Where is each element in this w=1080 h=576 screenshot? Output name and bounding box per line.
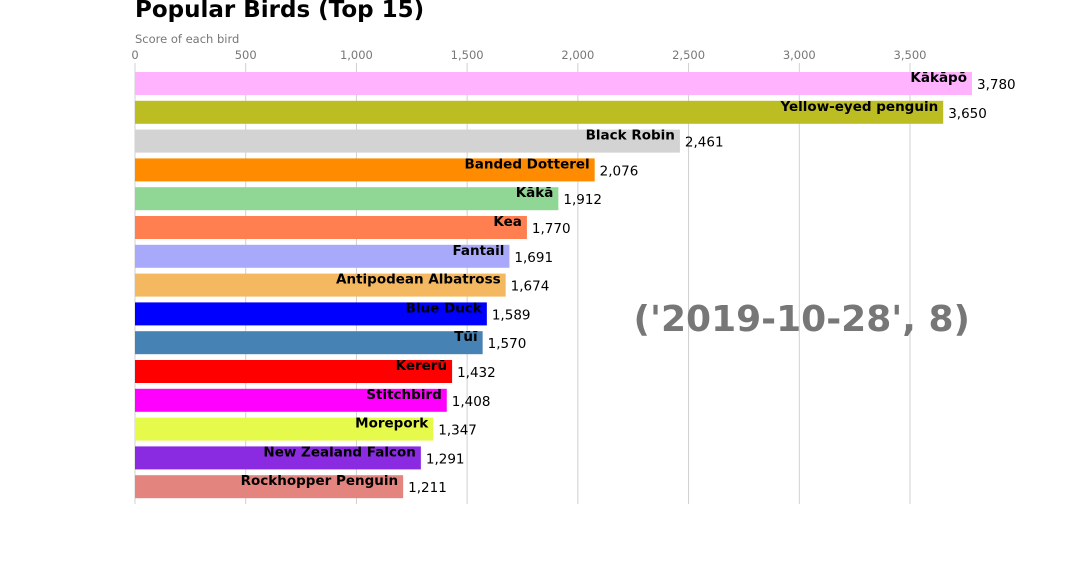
bar-label: Stitchbird: [366, 387, 441, 403]
bar-label: Kea: [493, 214, 522, 230]
value-label: 1,589: [492, 307, 531, 323]
bar: [135, 129, 680, 153]
bar-label: Antipodean Albatross: [336, 272, 501, 288]
value-label: 1,211: [408, 480, 447, 496]
bar: [135, 216, 527, 239]
bar-label: Banded Dotterel: [464, 156, 589, 172]
bar-label: Kererū: [396, 358, 447, 374]
value-label: 1,691: [514, 250, 553, 266]
period-label: ('2019-10-28', 8): [634, 299, 970, 340]
value-label: 2,461: [685, 135, 724, 151]
bar-label: Fantail: [452, 243, 504, 259]
x-tick-label: 2,000: [561, 48, 594, 62]
bar-label: Yellow-eyed penguin: [779, 99, 938, 115]
value-label: 1,408: [452, 394, 491, 410]
bar: [135, 72, 972, 95]
bar: [135, 302, 487, 326]
bar-label: Rockhopper Penguin: [241, 473, 399, 489]
bar: [135, 187, 559, 211]
bar: [135, 331, 483, 355]
value-label: 1,432: [457, 365, 496, 381]
x-tick-label: 3,500: [894, 48, 927, 62]
bar-label: Morepork: [355, 416, 429, 432]
bar: [135, 417, 434, 441]
value-label: 3,780: [977, 77, 1016, 93]
chart-title: Popular Birds (Top 15): [135, 0, 424, 23]
value-label: 1,570: [488, 336, 527, 352]
bars: Kākāpō 3,780 Yellow-eyed penguin 3,650 Black…: [135, 70, 1016, 499]
bar-label: Blue Duck: [406, 300, 483, 316]
x-tick-label: 500: [235, 48, 257, 62]
bar: [135, 446, 421, 470]
bar-label: Kākāpō: [910, 70, 967, 86]
x-tick-label: 3,000: [783, 48, 816, 62]
bar: [135, 244, 510, 268]
value-label: 1,347: [438, 423, 477, 439]
chart-subtitle: Score of each bird: [135, 32, 239, 46]
bar: [135, 388, 447, 412]
x-tick-label: 2,500: [672, 48, 705, 62]
bar: [135, 475, 404, 499]
bar: [135, 360, 453, 383]
bar-label: Kākā: [516, 185, 554, 201]
value-label: 3,650: [948, 106, 987, 122]
bar-label: New Zealand Falcon: [263, 444, 415, 460]
value-label: 1,674: [511, 279, 550, 295]
bar: [135, 100, 944, 124]
value-label: 1,770: [532, 221, 571, 237]
value-label: 2,076: [600, 163, 639, 179]
bar-label: Tūī: [454, 329, 478, 345]
x-tick-label: 1,500: [451, 48, 484, 62]
x-tick-label: 1,000: [340, 48, 373, 62]
value-label: 1,291: [426, 451, 465, 467]
value-label: 1,912: [563, 192, 602, 208]
bar: [135, 158, 595, 182]
bar: [135, 273, 506, 297]
bar-label: Black Robin: [586, 128, 675, 144]
x-tick-label: 0: [131, 48, 138, 62]
